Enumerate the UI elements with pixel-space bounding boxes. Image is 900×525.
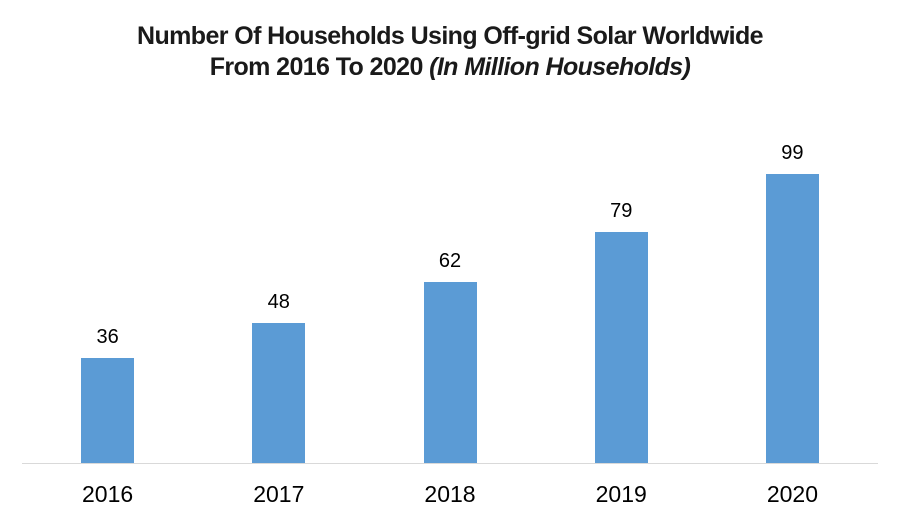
- x-tick-label: 2020: [766, 481, 818, 507]
- bar-column: 48: [193, 119, 364, 463]
- plot-area: 36 48 62 79 99: [22, 119, 878, 463]
- bar: [252, 323, 306, 463]
- data-label: 48: [267, 291, 290, 313]
- x-tick-label: 2019: [595, 481, 647, 507]
- data-label: 62: [438, 250, 462, 272]
- bar-column: 79: [536, 119, 707, 463]
- chart-title-line2-italic: (In Million Households): [429, 53, 691, 81]
- bar-column: 62: [364, 119, 535, 463]
- x-tick-label: 2016: [82, 481, 134, 507]
- bar: [765, 174, 819, 463]
- x-tick-label: 2018: [424, 481, 476, 507]
- x-axis-line: [22, 463, 878, 464]
- chart-title-line2-main: From 2016 To 2020: [209, 53, 430, 81]
- bar: [81, 358, 135, 463]
- bar: [594, 232, 648, 463]
- data-label: 79: [610, 200, 633, 222]
- chart-title: Number Of Households Using Off-grid Sola…: [0, 21, 900, 83]
- data-label: 36: [96, 326, 119, 348]
- chart-title-line1: Number Of Households Using Off-grid Sola…: [137, 22, 764, 50]
- x-axis-labels: 2016 2017 2018 2019 2020: [22, 481, 878, 508]
- bar-column: 99: [707, 119, 878, 463]
- data-label: 99: [781, 142, 804, 164]
- chart-title-line2: From 2016 To 2020 (In Million Households…: [0, 52, 900, 83]
- x-tick-label: 2017: [253, 481, 305, 507]
- bar-column: 36: [22, 119, 193, 463]
- bar: [423, 282, 477, 463]
